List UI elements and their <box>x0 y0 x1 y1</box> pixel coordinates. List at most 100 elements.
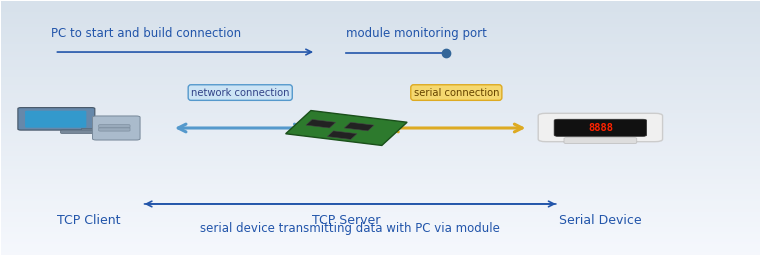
Bar <box>2 234 759 237</box>
Bar <box>2 214 759 217</box>
Bar <box>2 229 759 232</box>
Bar <box>2 42 759 45</box>
Bar <box>2 171 759 174</box>
Bar <box>2 176 759 179</box>
Bar <box>2 34 759 37</box>
Bar <box>2 128 759 131</box>
Bar <box>2 239 759 242</box>
Bar <box>2 100 759 103</box>
Bar <box>2 85 759 88</box>
Bar <box>2 6 759 9</box>
Text: TCP Server: TCP Server <box>312 214 380 227</box>
Polygon shape <box>285 111 407 145</box>
Bar <box>2 242 759 244</box>
Bar <box>2 156 759 158</box>
Bar <box>2 110 759 113</box>
Polygon shape <box>327 131 357 140</box>
Bar <box>2 103 759 105</box>
Bar <box>2 39 759 42</box>
Bar <box>2 108 759 110</box>
Bar <box>2 72 759 75</box>
Bar <box>2 143 759 146</box>
Bar <box>2 37 759 39</box>
Bar <box>2 32 759 34</box>
Bar <box>2 191 759 194</box>
Bar <box>2 123 759 125</box>
Bar <box>2 14 759 17</box>
Bar <box>2 70 759 72</box>
Bar <box>2 194 759 196</box>
Bar <box>2 4 759 6</box>
Polygon shape <box>306 120 336 128</box>
Bar <box>2 82 759 85</box>
Bar <box>2 65 759 67</box>
FancyBboxPatch shape <box>99 128 130 131</box>
Text: module monitoring port: module monitoring port <box>346 27 487 40</box>
Bar <box>2 168 759 171</box>
FancyBboxPatch shape <box>25 111 86 128</box>
Bar <box>2 189 759 191</box>
Bar <box>2 131 759 133</box>
Bar <box>2 211 759 214</box>
Bar <box>2 207 759 209</box>
Bar <box>2 118 759 120</box>
Bar <box>2 19 759 22</box>
Bar <box>2 90 759 93</box>
Bar <box>2 217 759 219</box>
Bar <box>2 67 759 70</box>
Bar <box>2 252 759 255</box>
Bar <box>2 98 759 100</box>
Bar <box>2 12 759 14</box>
Bar <box>2 146 759 148</box>
Bar <box>2 113 759 115</box>
FancyBboxPatch shape <box>93 116 140 140</box>
Text: TCP Client: TCP Client <box>57 214 120 227</box>
Bar <box>2 250 759 252</box>
Bar <box>2 75 759 77</box>
Bar <box>2 115 759 118</box>
Bar <box>2 179 759 181</box>
Bar <box>2 201 759 204</box>
Bar <box>2 244 759 247</box>
Bar <box>2 158 759 161</box>
FancyBboxPatch shape <box>18 108 95 130</box>
Bar <box>2 62 759 65</box>
FancyBboxPatch shape <box>61 130 116 133</box>
Bar <box>2 151 759 153</box>
Bar <box>2 120 759 123</box>
Bar <box>2 227 759 229</box>
Bar <box>2 9 759 12</box>
Bar <box>2 222 759 224</box>
Text: serial connection: serial connection <box>413 88 499 98</box>
Bar <box>2 93 759 95</box>
Bar <box>2 184 759 186</box>
Bar <box>2 232 759 234</box>
Bar <box>2 224 759 227</box>
Bar <box>2 47 759 49</box>
Bar <box>2 237 759 239</box>
Bar <box>2 17 759 19</box>
Bar <box>2 209 759 211</box>
Bar <box>81 128 95 132</box>
Bar <box>2 80 759 82</box>
Bar <box>2 141 759 143</box>
Bar <box>2 219 759 222</box>
Bar <box>2 88 759 90</box>
Bar <box>2 55 759 57</box>
Bar <box>2 95 759 98</box>
Bar <box>2 163 759 166</box>
Bar <box>2 161 759 163</box>
Bar <box>2 181 759 184</box>
Bar <box>2 29 759 32</box>
Bar <box>2 153 759 156</box>
Text: 8888: 8888 <box>588 123 613 133</box>
Bar <box>2 1 759 4</box>
Bar <box>2 204 759 207</box>
Bar <box>2 199 759 201</box>
Bar <box>2 52 759 55</box>
Bar <box>2 125 759 128</box>
Polygon shape <box>344 122 374 131</box>
Bar <box>2 49 759 52</box>
Text: serial device transmitting data with PC via module: serial device transmitting data with PC … <box>200 222 500 235</box>
Bar <box>2 27 759 29</box>
